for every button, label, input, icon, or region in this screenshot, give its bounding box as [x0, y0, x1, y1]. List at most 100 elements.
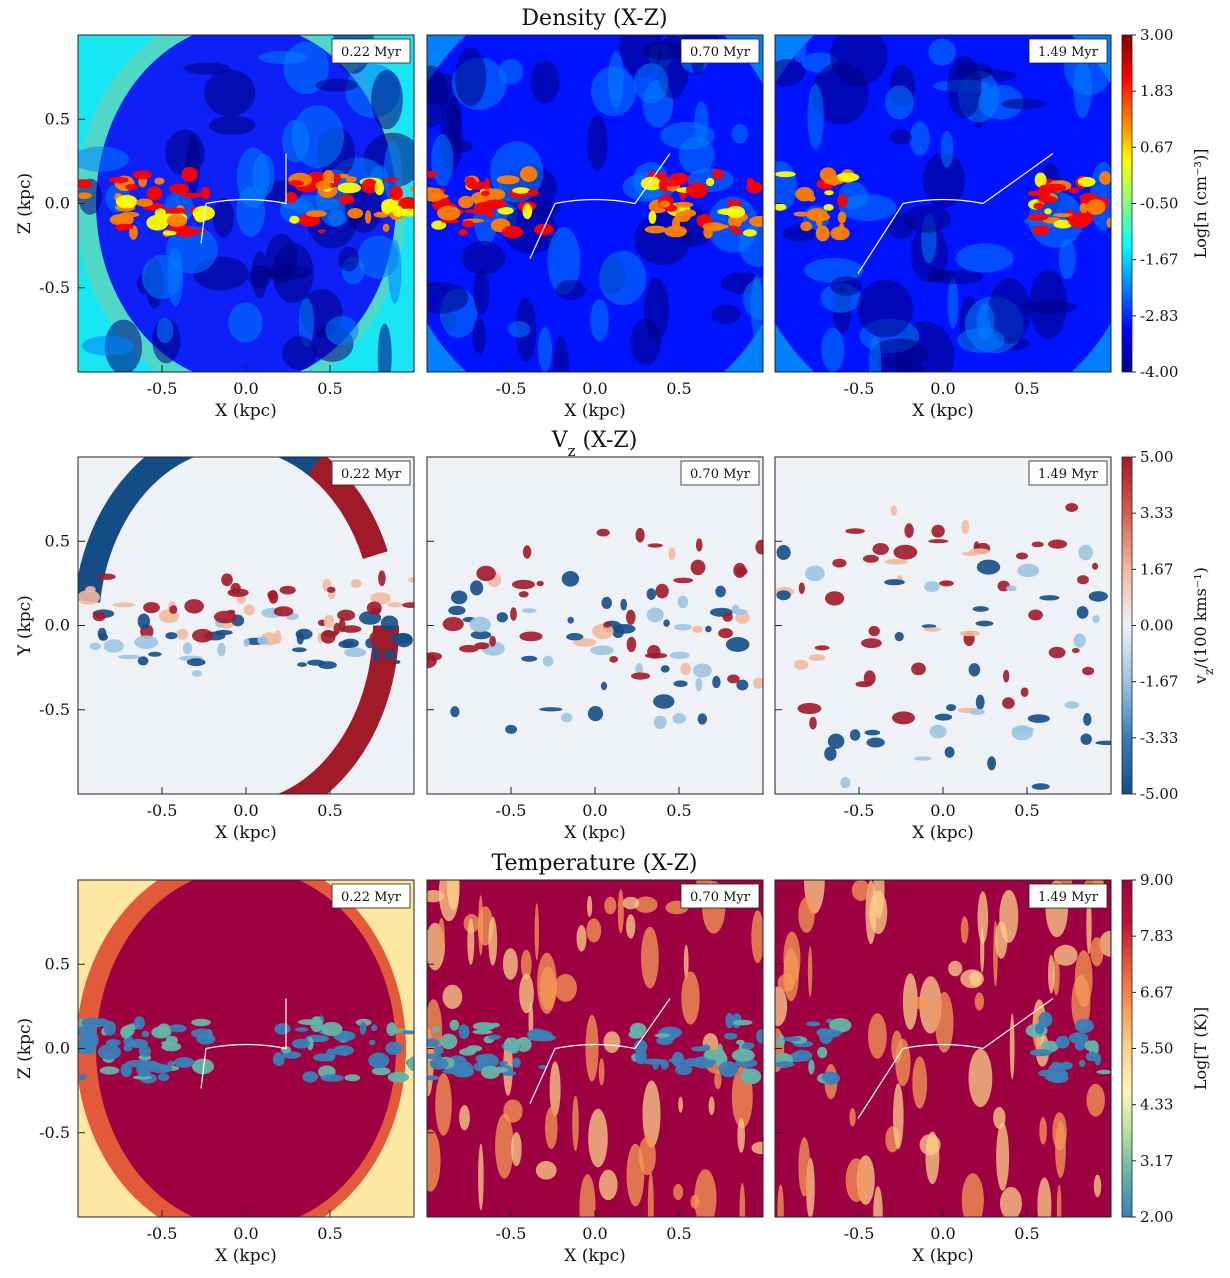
velocity-blob [620, 598, 627, 611]
panel-density-1: 0.22 Myr -0.5 0.0 0.5 X (kpc) 0.5 0.0 -0.5 [39, 34, 415, 421]
row-title-subscript: z [568, 442, 576, 460]
velocity-blob [961, 519, 970, 535]
velocity-blob [378, 570, 386, 587]
dense-clump [1043, 183, 1067, 192]
velocity-blob [1080, 733, 1092, 745]
x-axis-label: X (kpc) [215, 1246, 276, 1266]
velocity-blob [929, 724, 947, 739]
velocity-blob [279, 585, 296, 595]
velocity-blob [291, 647, 307, 653]
velocity-blob [1077, 575, 1089, 585]
velocity-blob [243, 638, 250, 647]
turbulent-filament [885, 85, 914, 120]
cold-clump [274, 1023, 291, 1035]
turbulent-filament [388, 239, 402, 304]
warm-filament [777, 1184, 784, 1217]
velocity-blob [695, 538, 703, 552]
panel-image [78, 457, 414, 794]
row-title-suffix: (X-Z) [576, 428, 638, 453]
velocity-blob [644, 652, 668, 659]
velocity-blob [320, 629, 336, 644]
cold-clump [168, 1024, 187, 1033]
cold-clump [1055, 1035, 1070, 1049]
dense-clump [533, 223, 554, 236]
colorbar-tick-label: 3.17 [1140, 1152, 1173, 1170]
velocity-blob [814, 645, 830, 651]
velocity-blob [112, 602, 136, 608]
velocity-blob [934, 713, 953, 721]
cold-clump [342, 1050, 348, 1057]
warm-filament [960, 916, 969, 944]
velocity-blob [1048, 646, 1066, 659]
x-axis-label: X (kpc) [215, 823, 276, 843]
colorbar-tick-label: -1.67 [1140, 251, 1178, 269]
dense-clump [644, 225, 667, 234]
warm-filament [708, 1096, 715, 1116]
cold-clump [635, 1048, 647, 1065]
x-tick-label: 0.0 [582, 1224, 607, 1243]
turbulent-filament [792, 37, 807, 63]
dense-clump [824, 190, 834, 196]
velocity-blob [369, 631, 382, 645]
dense-clump [397, 208, 414, 217]
cold-clump [320, 1074, 344, 1082]
colorbar-tick-label: -1.67 [1140, 673, 1178, 691]
cold-clump [434, 1045, 444, 1055]
warm-filament [1074, 950, 1093, 1007]
cold-clump [823, 1029, 842, 1038]
cold-clump [78, 1039, 89, 1054]
cold-clump [141, 1030, 150, 1038]
time-label: 0.70 Myr [690, 890, 751, 905]
velocity-blob [959, 630, 981, 637]
dense-clump [668, 172, 689, 185]
y-tick-label: -0.5 [39, 1123, 70, 1142]
turbulent-filament [530, 60, 560, 104]
turbulent-filament [272, 242, 314, 304]
colorbar-tick-label: 7.83 [1140, 927, 1173, 945]
velocity-blob [1002, 697, 1015, 709]
warm-filament [535, 1161, 557, 1180]
row-temperature: Temperature (X-Z)Z (kpc)0.22 Myr-0.5 0.0 0… [15, 851, 1210, 1266]
velocity-blob [712, 675, 721, 689]
turbulent-filament [976, 303, 995, 341]
velocity-blob [373, 646, 380, 662]
time-label-box [331, 38, 411, 64]
dense-clump [775, 203, 787, 211]
turbulent-filament [870, 338, 929, 368]
dense-clump [289, 215, 300, 224]
velocity-blob [496, 612, 508, 623]
cold-clump [136, 1061, 152, 1078]
dense-clump [146, 186, 163, 201]
velocity-blob [825, 591, 845, 606]
cold-clump [1096, 1069, 1111, 1075]
turbulent-filament [1058, 238, 1076, 280]
velocity-blob [1027, 714, 1050, 723]
velocity-blob [755, 539, 763, 555]
turbulent-filament [427, 282, 469, 314]
dense-clump [457, 229, 469, 236]
turbulent-filament [473, 268, 490, 316]
x-tick-label: 0.0 [233, 1224, 258, 1243]
warm-filament [435, 1073, 452, 1136]
velocity-blob [663, 619, 670, 627]
colorbar-tick-label: 6.67 [1140, 983, 1173, 1001]
velocity-blob [864, 729, 881, 736]
velocity-blob [736, 679, 749, 691]
warm-filament [1048, 955, 1055, 994]
panel-image [427, 457, 763, 794]
velocity-blob [939, 580, 954, 587]
panel-velocity-1: 0.22 Myr -0.5 0.0 0.5 X (kpc) 0.5 0.0 -0.5 [39, 456, 415, 843]
warm-filament [537, 952, 557, 1015]
velocity-blob [213, 610, 237, 624]
velocity-blob [297, 662, 307, 667]
colorbar-bar [1121, 34, 1133, 373]
colorbar-bar [1121, 456, 1133, 795]
dense-clump [1044, 208, 1052, 215]
dense-clump [1033, 202, 1045, 210]
velocity-blob [890, 505, 897, 516]
turbulent-filament [251, 250, 268, 299]
turbulent-filament [633, 63, 669, 104]
dense-clump [108, 176, 129, 184]
velocity-blob [1082, 666, 1095, 676]
velocity-blob [489, 635, 496, 647]
